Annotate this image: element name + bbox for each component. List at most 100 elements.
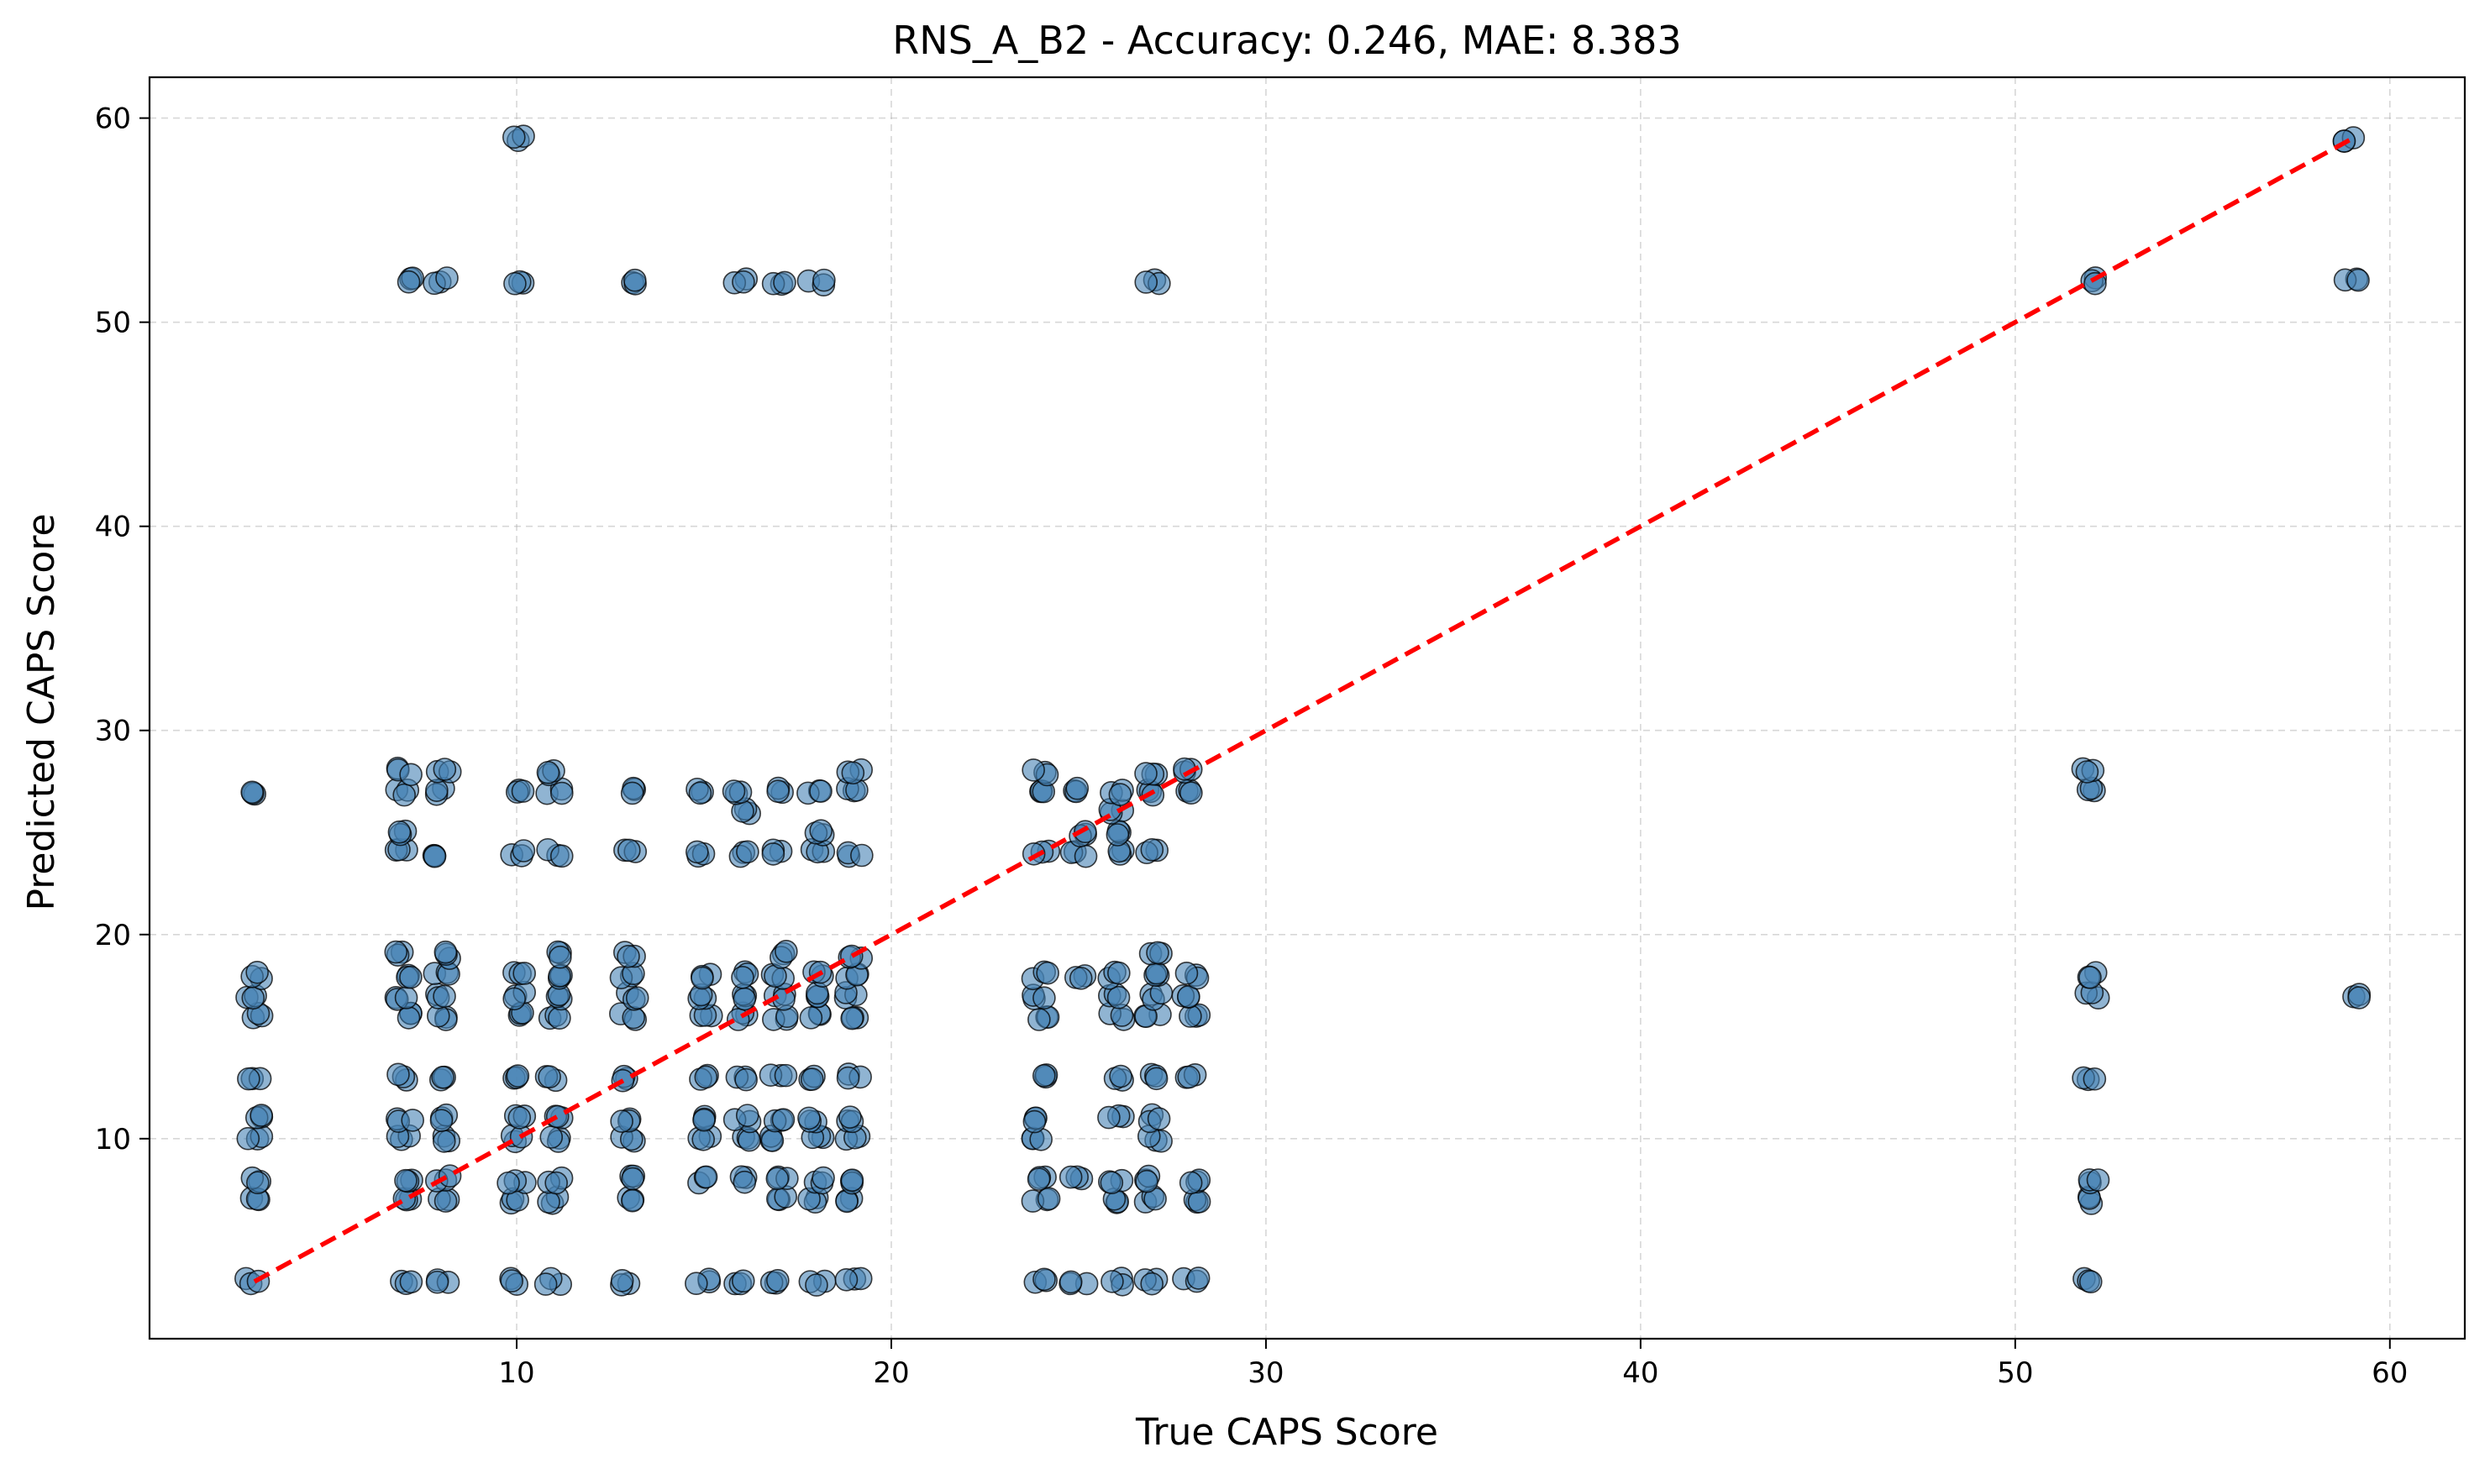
data-point [397, 270, 421, 294]
data-point [1135, 1169, 1158, 1193]
data-point [1074, 820, 1097, 844]
x-axis-label: True CAPS Score [1135, 1411, 1438, 1454]
data-point [761, 842, 785, 866]
data-point [1177, 984, 1200, 1009]
data-point [1106, 823, 1130, 847]
data-point [799, 1006, 823, 1030]
data-point [236, 1126, 260, 1151]
data-point [809, 779, 833, 803]
data-point [1134, 762, 1158, 785]
data-point [399, 965, 423, 989]
data-point [620, 781, 644, 805]
data-point [692, 1108, 716, 1132]
data-point [246, 1171, 270, 1195]
data-point [734, 1067, 758, 1092]
chart-title: RNS_A_B2 - Accuracy: 0.246, MAE: 8.383 [892, 18, 1681, 63]
data-point [766, 1268, 790, 1293]
data-point [1179, 1004, 1202, 1028]
data-point [401, 1109, 425, 1132]
data-point [433, 758, 457, 781]
data-point [1177, 1065, 1201, 1089]
data-point [694, 1065, 718, 1089]
data-point [809, 819, 833, 842]
data-point [834, 1267, 859, 1292]
data-points [234, 124, 2372, 1297]
data-point [694, 1165, 718, 1189]
data-point [760, 1129, 785, 1152]
data-point [1065, 776, 1090, 800]
data-point [503, 271, 527, 296]
data-point [731, 1269, 755, 1293]
data-point [496, 1171, 520, 1195]
data-point [2078, 966, 2102, 989]
data-point [1027, 1167, 1051, 1191]
data-point [1074, 844, 1098, 868]
data-point [423, 844, 447, 868]
data-point [625, 986, 649, 1009]
data-point [432, 1130, 456, 1153]
data-point [839, 944, 864, 968]
data-point [433, 1189, 458, 1213]
y-tick-label: 60 [95, 102, 131, 136]
data-point [765, 1167, 790, 1191]
x-tick-label: 40 [1622, 1356, 1658, 1390]
data-point [722, 779, 746, 803]
data-point [2083, 1067, 2107, 1091]
data-point [387, 820, 412, 844]
data-point [840, 1006, 864, 1030]
data-point [1106, 985, 1131, 1009]
data-point [1134, 270, 1158, 294]
data-point [536, 761, 560, 784]
data-point [1146, 941, 1169, 965]
data-point [774, 1063, 798, 1088]
y-tick-label: 50 [95, 307, 131, 340]
data-point [733, 987, 757, 1011]
data-point [2086, 1168, 2110, 1192]
x-tick-label: 30 [1248, 1356, 1284, 1390]
data-point [812, 1166, 835, 1190]
data-point [429, 1109, 454, 1132]
data-point [691, 966, 714, 990]
data-point [1032, 986, 1056, 1010]
data-point [545, 1104, 570, 1129]
data-point [731, 965, 754, 989]
data-point [685, 1272, 708, 1296]
data-point [512, 839, 536, 863]
reference-line-group [253, 136, 2354, 1284]
data-point [1027, 1008, 1051, 1031]
data-point [838, 1105, 862, 1129]
data-point [1147, 1107, 1171, 1130]
data-point [1174, 962, 1199, 985]
data-point [502, 987, 526, 1011]
data-point [250, 1104, 273, 1127]
data-point [435, 266, 459, 290]
data-point [1059, 1270, 1083, 1294]
data-point [507, 1106, 532, 1130]
data-point [392, 783, 417, 807]
data-point [2347, 986, 2371, 1009]
data-point [533, 1272, 558, 1296]
reference-line [253, 136, 2354, 1284]
x-tick-label: 20 [873, 1356, 909, 1390]
data-point [771, 1108, 796, 1131]
data-point [732, 270, 755, 294]
data-point [688, 781, 712, 805]
data-point [1022, 758, 1045, 782]
data-point [797, 1106, 821, 1130]
data-point [840, 1168, 864, 1192]
data-point [621, 1188, 644, 1213]
data-point [800, 1067, 824, 1091]
data-point [1022, 842, 1046, 866]
data-point [500, 1269, 524, 1293]
data-point [433, 940, 458, 964]
data-point [245, 960, 269, 984]
plot-frame [148, 76, 2466, 1340]
x-tick-label: 50 [1997, 1356, 2033, 1390]
data-point [394, 1168, 418, 1193]
data-point [766, 779, 790, 804]
data-point [1059, 1165, 1083, 1189]
data-point [549, 781, 574, 805]
data-point [539, 1125, 564, 1149]
